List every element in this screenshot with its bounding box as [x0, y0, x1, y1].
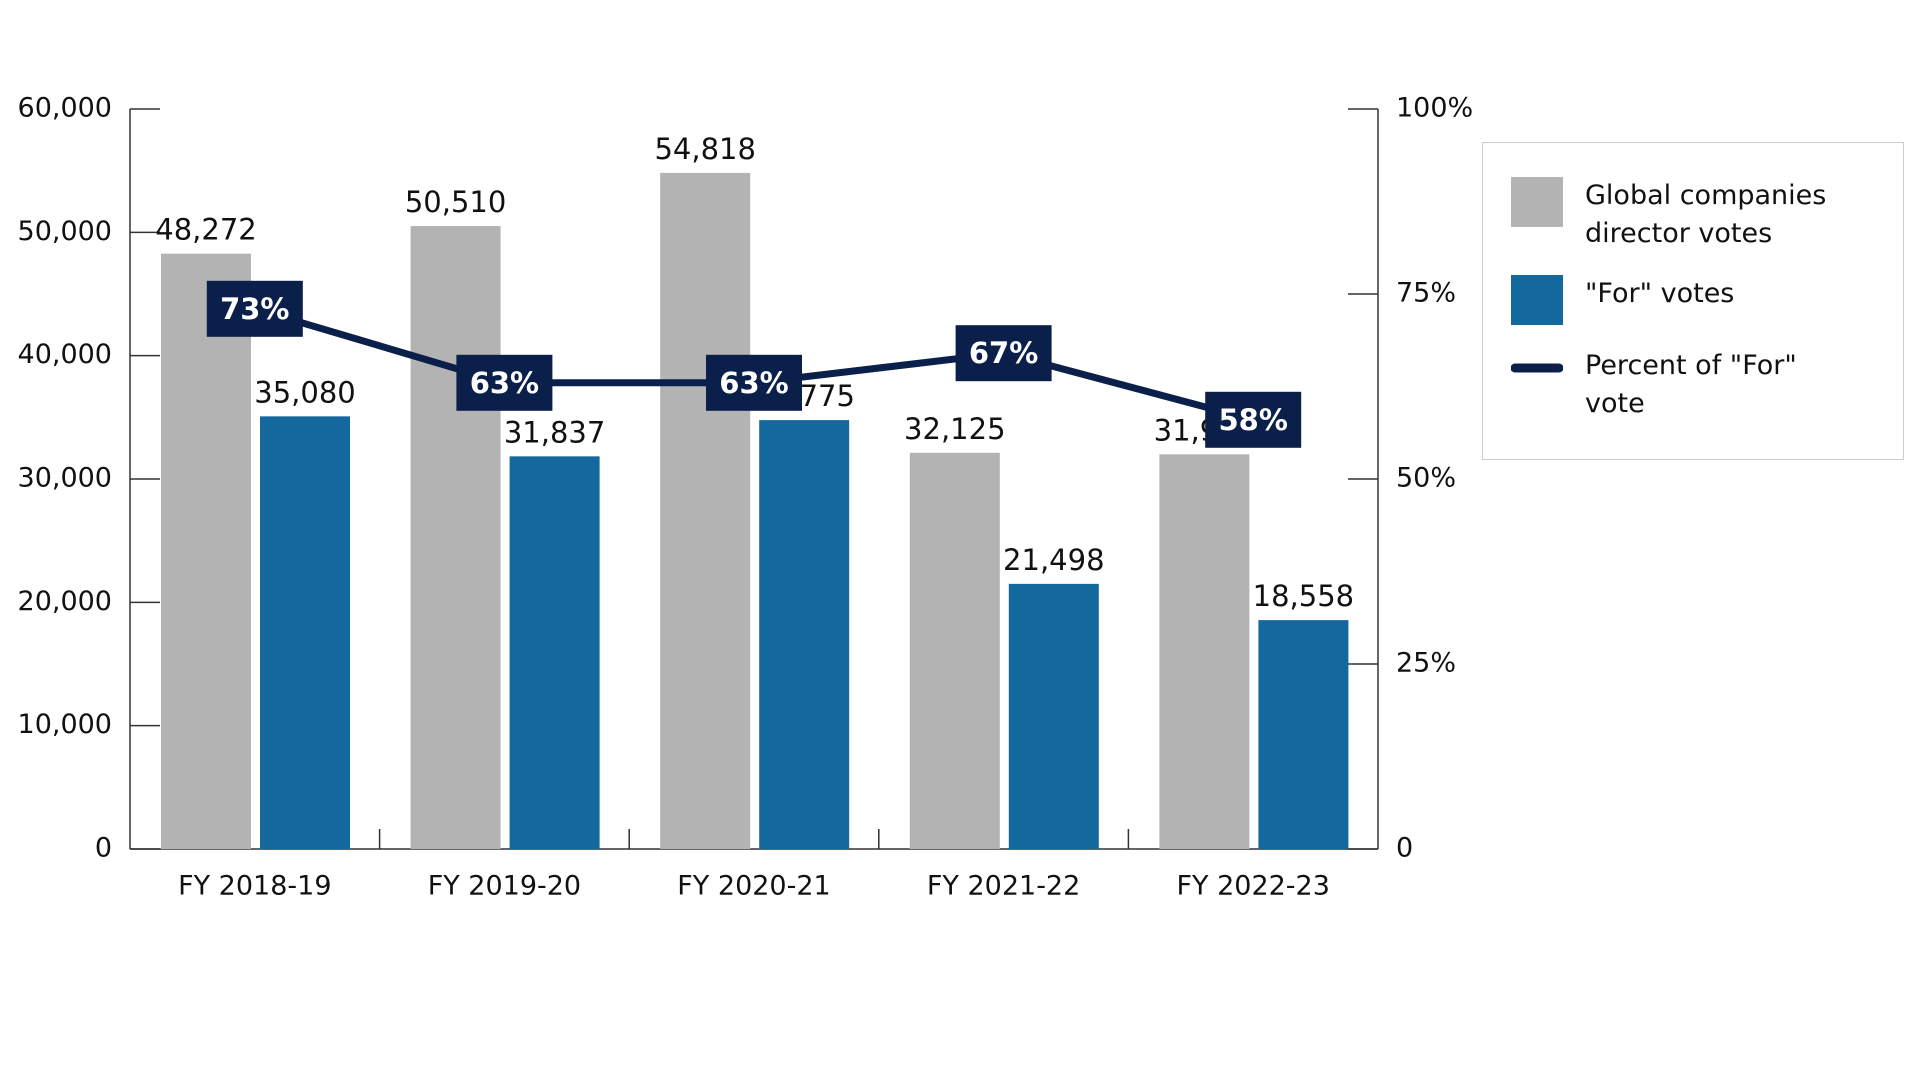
y-tick-label: 60,000 [18, 93, 112, 124]
point-label: 63% [719, 366, 788, 400]
bar [1159, 454, 1250, 849]
x-tick-label: FY 2018-19 [178, 871, 331, 902]
legend-swatch [1511, 177, 1563, 227]
point-label-box [1205, 391, 1302, 448]
x-tick-label: FY 2022-23 [1176, 871, 1329, 902]
x-tick-label: FY 2020-21 [677, 871, 830, 902]
bar-value-label: 18,558 [1253, 579, 1354, 613]
y2-tick-label: 25% [1396, 648, 1456, 679]
bar-value-label: 31,837 [504, 415, 605, 449]
bar-value-label: 32,125 [904, 412, 1005, 446]
y-tick-label: 20,000 [18, 586, 112, 617]
bar [410, 226, 501, 849]
bar [1008, 583, 1099, 849]
point-label-box [456, 354, 553, 411]
bar [161, 253, 251, 850]
bar-value-label: 48,272 [155, 213, 256, 247]
legend-item: Percent of "For" vote [1510, 347, 1903, 423]
point-label: 58% [1218, 403, 1287, 437]
legend-label: "For" votes [1585, 278, 1735, 309]
legend-item: "For" votes [1511, 275, 1903, 325]
y2-tick-label: 100% [1396, 93, 1473, 124]
point-label: 73% [220, 292, 289, 326]
legend-label: Global companies director votes [1585, 180, 1827, 249]
y2-tick-label: 0 [1396, 833, 1413, 864]
point-label: 67% [969, 336, 1038, 370]
bar [660, 172, 751, 850]
y2-tick-label: 50% [1396, 463, 1456, 494]
point-label-box [206, 280, 303, 337]
bar [509, 456, 600, 849]
x-tick-label: FY 2019-20 [428, 871, 581, 902]
x-tick-label: FY 2021-22 [927, 871, 1080, 902]
legend-swatch [1510, 347, 1564, 397]
y-tick-label: 10,000 [18, 709, 112, 740]
legend-label: Percent of "For" vote [1585, 350, 1797, 419]
bar [260, 416, 350, 849]
bar-value-label: 54,818 [654, 132, 755, 166]
y-tick-label: 50,000 [18, 216, 112, 247]
y-tick-label: 30,000 [18, 463, 112, 494]
point-label: 63% [470, 366, 539, 400]
bar-value-label: 50,510 [405, 185, 506, 219]
bar [759, 420, 850, 849]
bar-value-label: 21,498 [1003, 543, 1104, 577]
y-tick-label: 40,000 [18, 339, 112, 370]
point-label-box [955, 325, 1052, 382]
legend-swatch [1511, 275, 1563, 325]
bar-value-label: 35,080 [254, 375, 355, 409]
legend: Global companies director votes "For" vot… [1482, 142, 1904, 460]
bar [1258, 620, 1349, 849]
y2-tick-label: 75% [1396, 278, 1456, 309]
legend-item: Global companies director votes [1511, 177, 1903, 253]
bar [909, 452, 1000, 849]
point-label-box [706, 354, 802, 411]
y-tick-label: 0 [95, 833, 112, 864]
